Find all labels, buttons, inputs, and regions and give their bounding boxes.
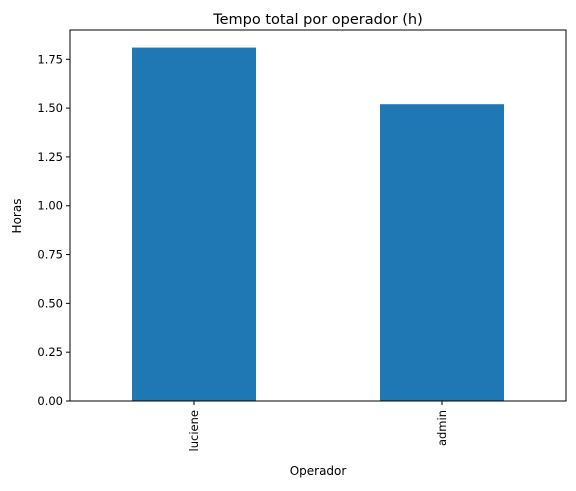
x-axis-ticks: luciene admin bbox=[187, 401, 449, 451]
y-tick-label: 0.25 bbox=[37, 345, 63, 359]
y-tick-label: 1.50 bbox=[37, 101, 63, 115]
plot-frame bbox=[69, 29, 567, 402]
x-tick-label: luciene bbox=[187, 410, 201, 451]
x-axis-label: Operador bbox=[290, 464, 347, 478]
chart-title: Tempo total por operador (h) bbox=[212, 12, 423, 28]
y-tick-label: 0.00 bbox=[37, 394, 63, 408]
bars-group bbox=[132, 47, 504, 402]
y-axis-ticks: 0.00 0.25 0.50 0.75 1.00 1.25 1.50 1.75 bbox=[37, 52, 70, 408]
y-tick-label: 0.75 bbox=[37, 248, 63, 262]
y-tick-label: 1.25 bbox=[37, 150, 63, 164]
y-tick-label: 1.75 bbox=[37, 52, 63, 66]
y-tick-label: 1.00 bbox=[37, 199, 63, 213]
y-tick-label: 0.50 bbox=[37, 296, 63, 310]
y-axis-label: Horas bbox=[10, 199, 24, 234]
x-tick-label: admin bbox=[435, 410, 449, 446]
bar-admin bbox=[380, 104, 504, 401]
bar-luciene bbox=[132, 47, 256, 402]
